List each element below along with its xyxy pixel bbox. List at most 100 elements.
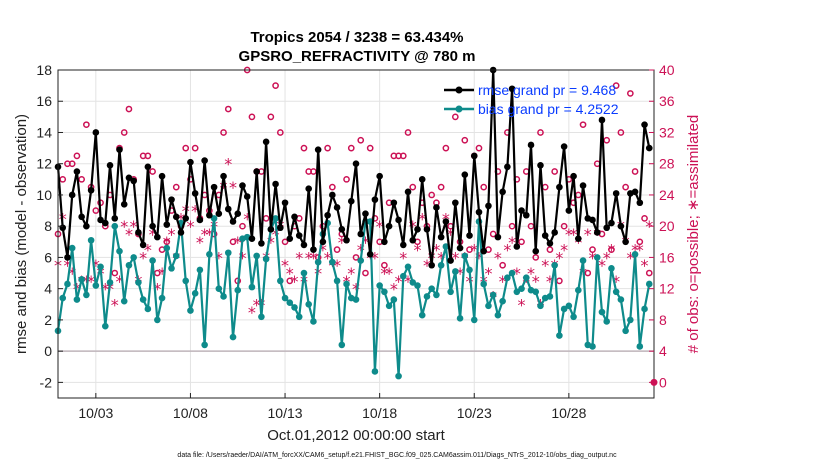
obs-possible-marker xyxy=(409,183,417,191)
obs-possible-marker xyxy=(59,175,67,183)
rmse-point xyxy=(362,210,369,217)
y-tick-label: 2 xyxy=(44,312,52,328)
rmse-point xyxy=(608,219,615,227)
y2-tick-label: 36 xyxy=(659,93,675,109)
bias-point xyxy=(168,265,175,272)
rmse-point xyxy=(437,233,445,241)
rmse-point xyxy=(579,182,587,189)
bias-point xyxy=(139,296,147,303)
obs-possible-marker xyxy=(603,136,611,144)
obs-assimilated-marker: * xyxy=(513,264,521,283)
obs-assimilated-marker: * xyxy=(366,248,374,267)
bias-point xyxy=(68,244,76,252)
rmse-point xyxy=(177,229,185,236)
rmse-point xyxy=(305,185,312,193)
obs-possible-marker xyxy=(622,183,629,191)
rmse-point xyxy=(210,183,218,191)
bias-point xyxy=(338,341,346,349)
bias-point xyxy=(489,291,497,299)
rmse-point xyxy=(433,204,440,211)
rmse-point xyxy=(357,230,365,238)
rmse-point xyxy=(390,199,398,207)
obs-assimilated-marker: * xyxy=(603,248,611,267)
obs-assimilated-marker: * xyxy=(361,233,369,252)
obs-possible-marker xyxy=(546,246,554,253)
rmse-point xyxy=(215,210,223,217)
obs-assimilated-marker: * xyxy=(390,280,398,299)
rmse-point xyxy=(641,121,648,128)
bias-point xyxy=(433,291,440,299)
bias-point xyxy=(470,316,478,324)
obs-possible-marker xyxy=(163,238,171,246)
obs-assimilated-marker: * xyxy=(470,241,478,260)
rmse-point xyxy=(480,247,488,255)
rmse-point xyxy=(182,215,190,222)
rmse-point xyxy=(243,193,251,200)
obs-possible-marker xyxy=(310,168,317,175)
y2-tick-label: 0 xyxy=(659,374,667,390)
obs-possible-marker xyxy=(489,230,497,238)
rmse-point xyxy=(556,183,563,191)
rmse-point xyxy=(310,246,317,253)
obs-possible-marker xyxy=(111,269,119,277)
rmse-point xyxy=(324,211,331,219)
obs-possible-marker xyxy=(475,144,483,152)
obs-assimilated-marker: * xyxy=(286,264,294,283)
bias-point xyxy=(286,299,294,307)
rmse-point xyxy=(125,174,133,182)
bias-point xyxy=(603,318,610,325)
bias-point xyxy=(144,305,152,313)
rmse-point xyxy=(97,216,104,224)
rmse-point xyxy=(565,207,573,214)
bias-point xyxy=(97,263,104,271)
bias-point xyxy=(125,261,133,269)
rmse-point xyxy=(452,199,459,207)
rmse-point xyxy=(154,233,161,241)
obs-assimilated-marker: * xyxy=(224,155,232,174)
obs-assimilated-marker: * xyxy=(324,248,332,267)
x-tick-label: 10/18 xyxy=(362,405,397,421)
bias-point xyxy=(357,257,365,264)
bias-point xyxy=(343,280,350,288)
obs-assimilated-marker: * xyxy=(333,256,341,275)
bias-point xyxy=(191,290,199,297)
rmse-point xyxy=(414,226,421,233)
obs-assimilated-marker: * xyxy=(130,217,138,236)
obs-assimilated-marker: * xyxy=(494,248,502,267)
obs-possible-marker xyxy=(343,175,350,183)
data-file-footnote: data file: /Users/raeder/DAI/ATM_forcXX/… xyxy=(177,452,617,459)
bias-point xyxy=(480,280,488,288)
obs-possible-marker xyxy=(352,254,360,261)
obs-possible-marker xyxy=(68,160,76,168)
rmse-point xyxy=(229,218,237,225)
rmse-point xyxy=(612,190,620,197)
y2-tick-label: 32 xyxy=(659,124,675,140)
axes: -2024681012141618048121620242832364010/0… xyxy=(36,62,674,421)
bias-point xyxy=(598,308,606,316)
bias-point xyxy=(404,263,412,271)
obs-possible-marker xyxy=(324,144,331,152)
rmse-point xyxy=(560,143,568,150)
obs-assimilated-marker: * xyxy=(626,248,634,267)
rmse-point xyxy=(428,261,435,269)
rmse-point xyxy=(78,213,85,221)
obs-possible-marker xyxy=(328,183,336,191)
obs-possible-marker xyxy=(239,222,246,230)
obs-assimilated-marker: * xyxy=(584,225,592,244)
bias-point xyxy=(447,288,454,296)
rmse-point xyxy=(537,161,544,169)
obs-possible-marker xyxy=(73,152,81,160)
bias-point xyxy=(461,252,469,260)
obs-assimilated-marker: * xyxy=(248,303,256,322)
bias-point xyxy=(504,274,511,282)
obs-assimilated-marker: * xyxy=(546,272,554,291)
bias-point xyxy=(262,255,270,263)
bias-point xyxy=(593,254,601,261)
rmse-point xyxy=(196,216,204,224)
obs-possible-marker xyxy=(248,113,256,121)
obs-possible-marker xyxy=(641,215,648,222)
obs-assimilated-marker: * xyxy=(163,233,171,252)
obs-assimilated-marker: * xyxy=(309,248,317,267)
obs-assimilated-marker: * xyxy=(291,272,299,291)
obs-assimilated-marker: * xyxy=(413,241,421,260)
